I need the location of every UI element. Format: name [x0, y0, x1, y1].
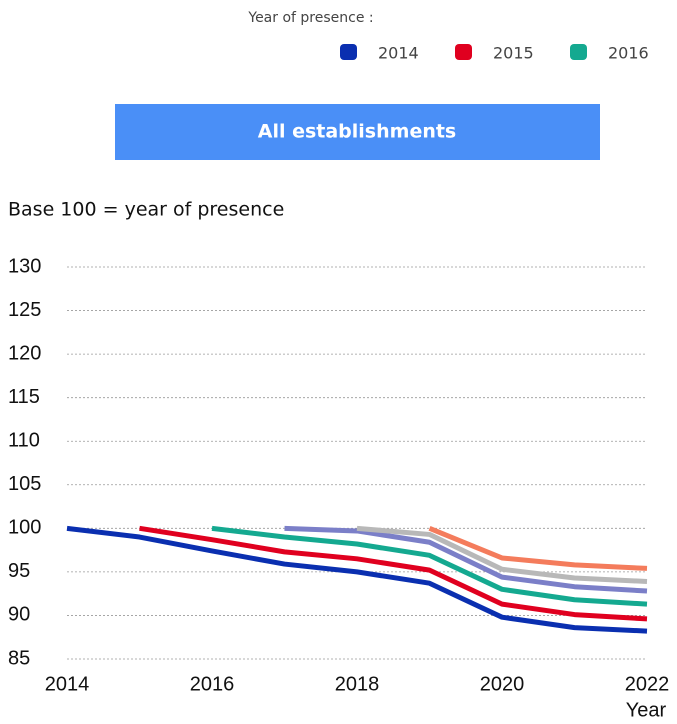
y-tick-label: 105	[8, 473, 41, 495]
series-line	[428, 526, 648, 571]
series-line	[66, 525, 648, 634]
y-tick-label: 95	[8, 560, 30, 582]
y-tick-label: 115	[8, 386, 40, 408]
x-tick-label: 2016	[190, 673, 235, 695]
y-tick-label: 110	[8, 430, 40, 452]
x-tick-label: 2020	[480, 673, 525, 695]
title-banner	[115, 104, 600, 160]
series-line	[284, 525, 648, 594]
legend-swatch	[340, 44, 357, 60]
y-tick-label: 130	[8, 255, 41, 277]
y-tick-label: 100	[8, 517, 41, 539]
y-tick-label: 85	[8, 647, 30, 669]
series-line	[139, 525, 648, 622]
legend-label: 2015	[493, 44, 534, 63]
legend-label: 2014	[378, 44, 419, 63]
series-line	[356, 525, 648, 584]
y-tick-label: 120	[8, 342, 41, 364]
chart-title: All establishments	[258, 121, 457, 143]
series-line	[211, 525, 648, 607]
legend-swatch	[455, 44, 472, 60]
legend-title: Year of presence :	[247, 10, 373, 26]
legend-label: 2016	[608, 44, 649, 63]
x-tick-label: 2014	[45, 673, 90, 695]
y-tick-label: 125	[8, 299, 41, 321]
x-tick-label: 2022	[625, 673, 670, 695]
y-tick-label: 90	[8, 604, 30, 626]
x-axis-label: Year	[626, 699, 667, 721]
x-tick-label: 2018	[335, 673, 380, 695]
subtitle: Base 100 = year of presence	[8, 199, 284, 221]
legend-swatch	[570, 44, 587, 60]
